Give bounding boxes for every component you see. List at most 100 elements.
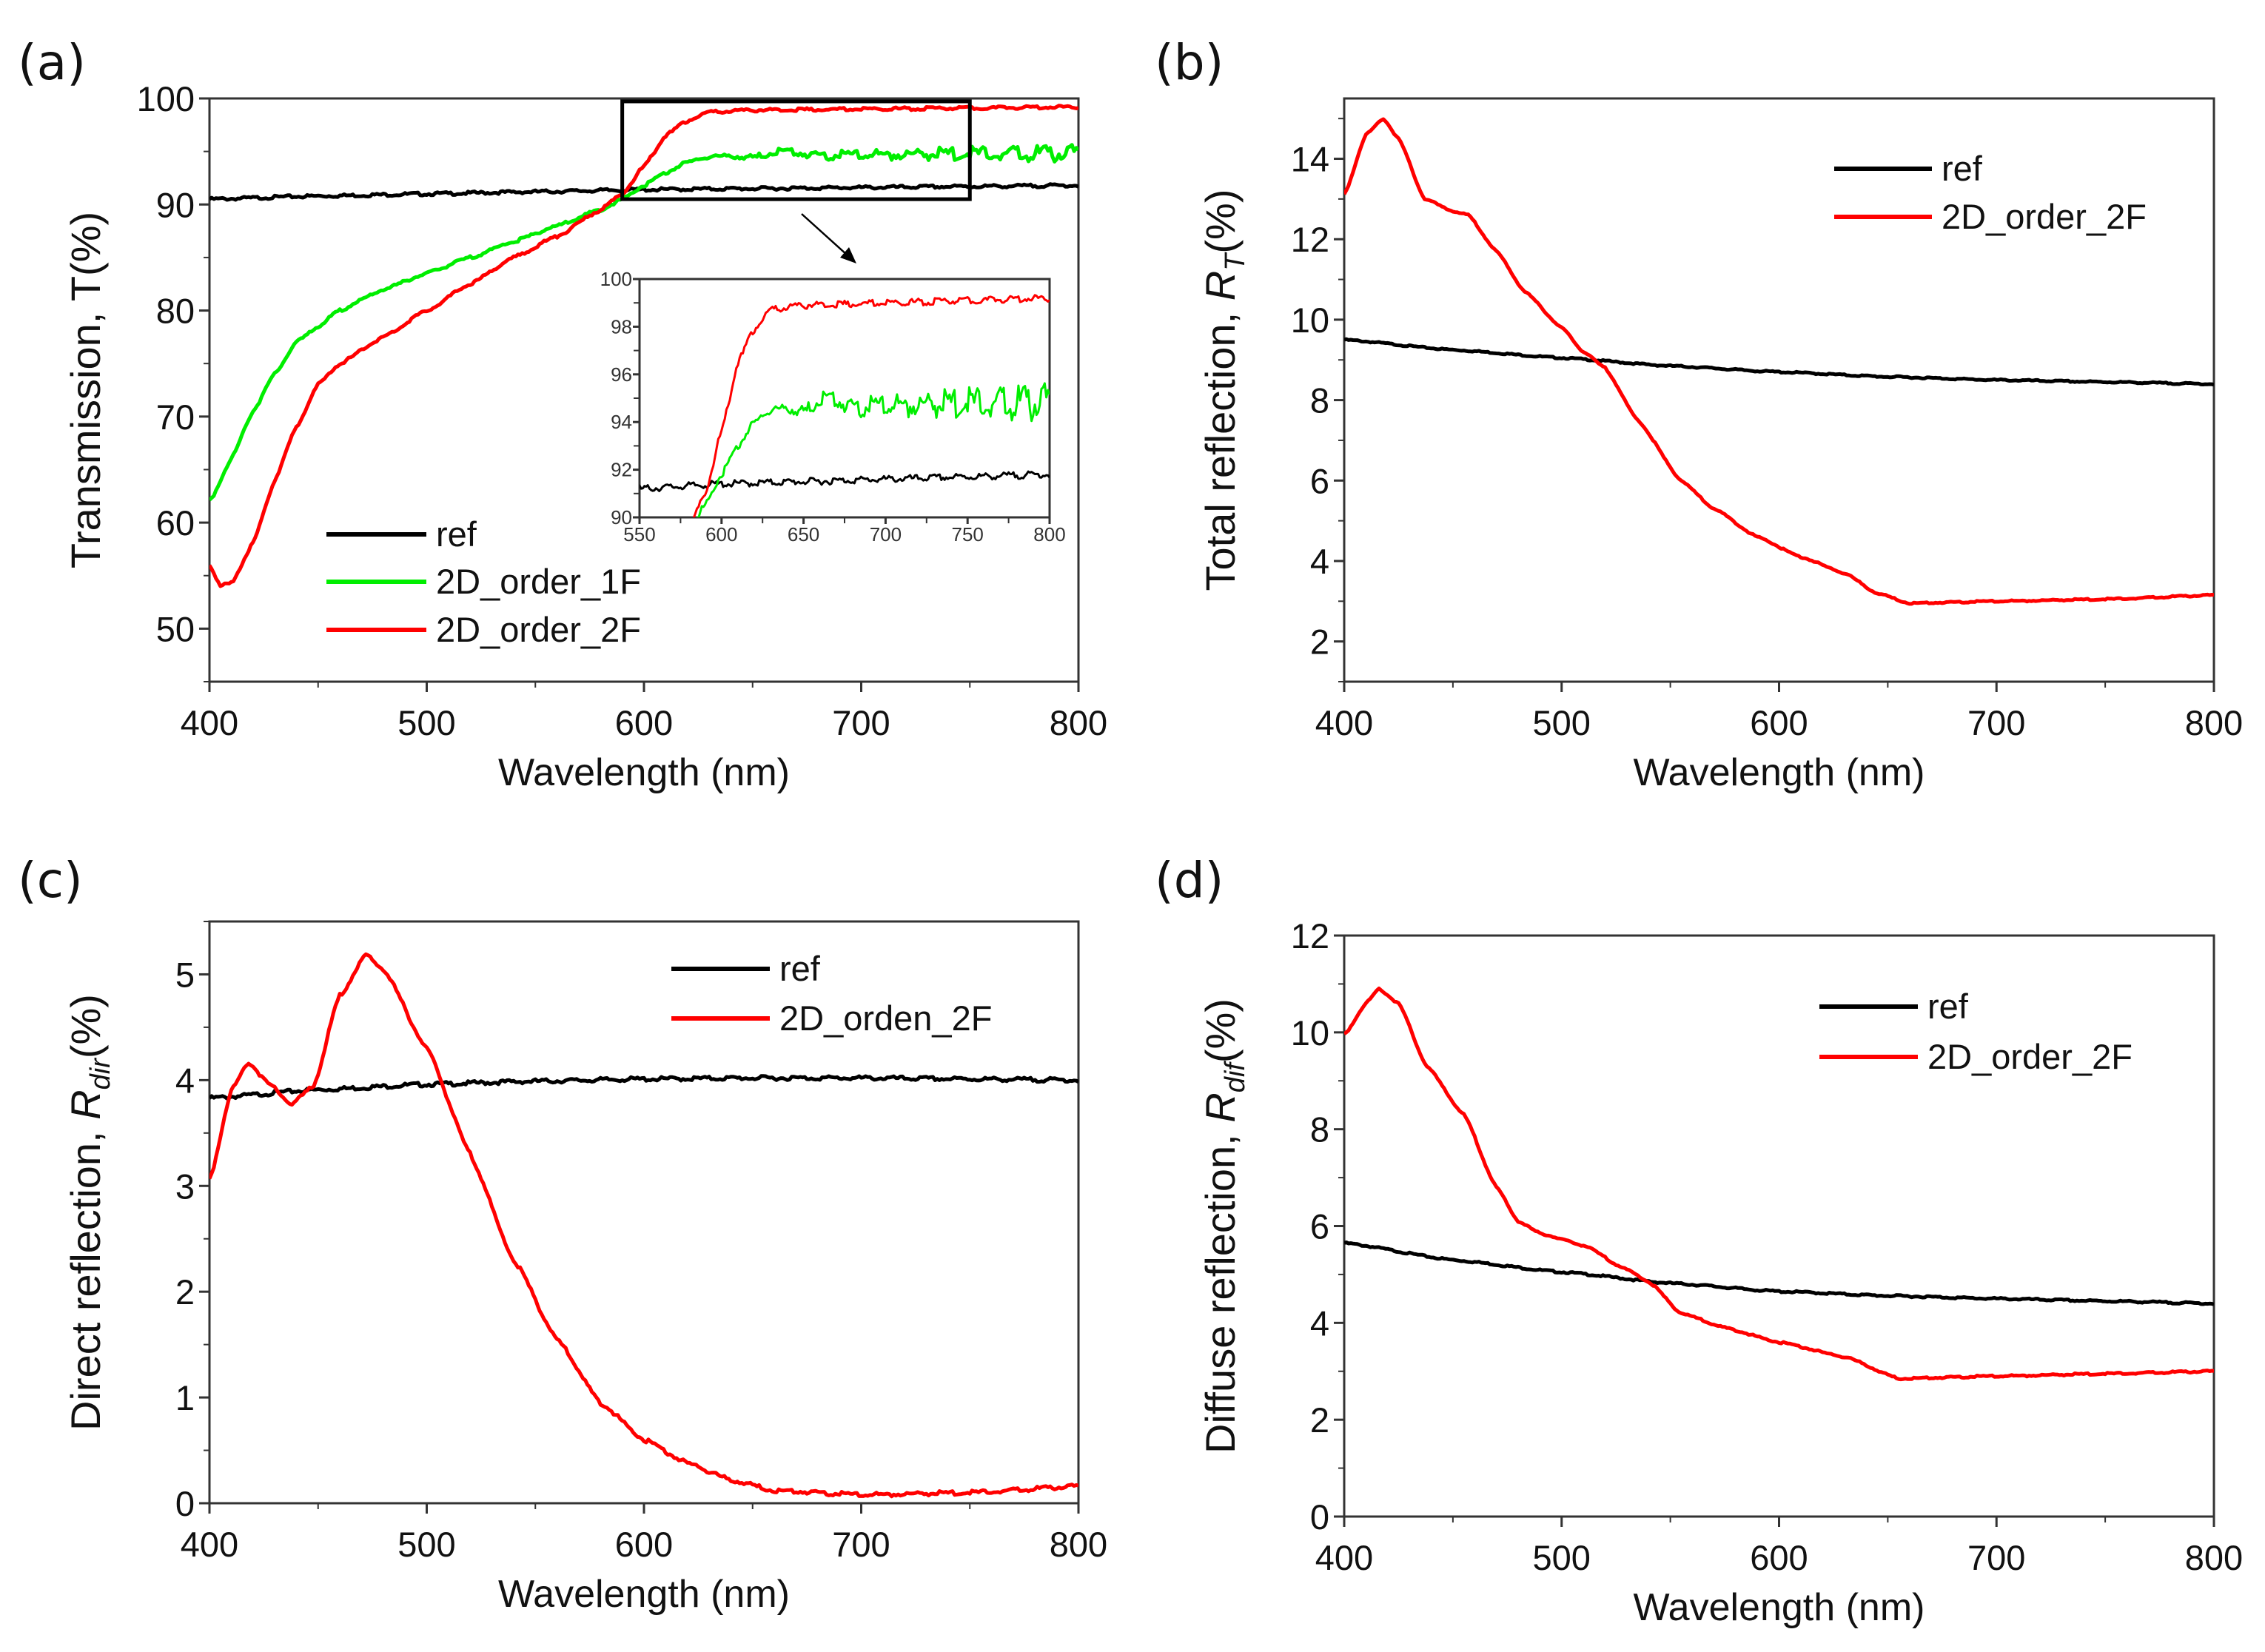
y-tick-label: 12 — [1291, 916, 1329, 956]
x-axis-title: Wavelength (nm) — [498, 751, 790, 794]
y-axis-title-text: Direct reflection, — [62, 1120, 109, 1431]
chart-panel-c: (c) 400 500 600 700 800 0 1 2 3 4 5 Wavelength (nm) D… — [18, 852, 1107, 1616]
x-tick-label: 400 — [181, 1525, 238, 1564]
panel-label: (a) — [18, 34, 86, 91]
x-tick-label: 700 — [1967, 703, 2025, 742]
series-line-ref — [1344, 337, 2214, 387]
y-tick-label: 8 — [1310, 1110, 1329, 1149]
y-axis-title-text: Transmission, T(%) — [62, 212, 109, 568]
y-axis-unit: (%) — [1197, 998, 1244, 1063]
series-line-2d-orden-2f — [209, 952, 1078, 1499]
y-tick-label: 92 — [611, 459, 632, 481]
x-tick-label: 700 — [1967, 1538, 2025, 1577]
y-axis-unit: (%) — [62, 994, 109, 1058]
inset-background — [640, 279, 1050, 517]
y-axis-subscript: T — [1220, 252, 1251, 271]
y-tick-label: 10 — [1291, 1013, 1329, 1052]
x-axis-title: Wavelength (nm) — [1634, 1586, 1925, 1629]
x-tick-label: 600 — [1750, 703, 1808, 742]
y-tick-label: 14 — [1291, 140, 1329, 179]
panel-label: (b) — [1155, 34, 1224, 91]
series-line-ref — [640, 470, 1050, 492]
arrow-head-icon — [840, 247, 856, 263]
legend-entry: ref — [436, 514, 477, 554]
legend: ref 2D_order_2F — [1819, 987, 2133, 1076]
y-axis-variable: R — [62, 1089, 109, 1119]
x-tick-label: 500 — [397, 703, 455, 742]
y-tick-label: 2 — [1310, 622, 1329, 662]
x-tick-label: 400 — [1315, 1538, 1373, 1577]
x-axis-title: Wavelength (nm) — [1634, 751, 1925, 794]
y-tick-label: 90 — [156, 185, 195, 224]
x-tick-label: 600 — [705, 523, 737, 545]
legend-entry: 2D_order_2F — [1942, 197, 2147, 236]
y-tick-label: 6 — [1310, 461, 1329, 500]
y-tick-label: 90 — [611, 506, 632, 528]
y-tick-label: 4 — [1310, 542, 1329, 581]
y-axis-title: Total reflection, RT(%) — [1197, 189, 1251, 591]
legend-entry: 2D_order_2F — [436, 610, 641, 649]
y-tick-label: 80 — [156, 292, 195, 331]
y-tick-label: 70 — [156, 397, 195, 437]
y-axis-subscript: dir — [85, 1058, 116, 1090]
panel-label: (c) — [18, 852, 83, 909]
series-line-ref — [209, 1074, 1078, 1101]
legend: ref 2D_order_1F 2D_order_2F — [326, 514, 641, 649]
y-tick-label: 4 — [175, 1061, 195, 1100]
x-tick-label: 600 — [1750, 1538, 1808, 1577]
y-axis-variable: R — [1197, 1092, 1244, 1122]
x-tick-label: 700 — [832, 703, 890, 742]
x-tick-label: 550 — [623, 523, 655, 545]
x-tick-label: 500 — [1533, 703, 1591, 742]
x-tick-label: 700 — [870, 523, 902, 545]
legend: ref 2D_orden_2F — [671, 949, 992, 1038]
legend-entry: 2D_orden_2F — [779, 998, 992, 1038]
series-line-2d-order-1f — [209, 143, 1078, 502]
x-tick-label: 600 — [615, 703, 673, 742]
plot-frame — [1343, 934, 2215, 1518]
y-tick-label: 100 — [600, 268, 632, 290]
x-tick-label: 800 — [1050, 1525, 1107, 1564]
y-tick-label: 50 — [156, 609, 195, 648]
x-tick-label: 800 — [2185, 1538, 2243, 1577]
y-tick-label: 0 — [175, 1484, 195, 1523]
y-axis-title-text: Diffuse reflection, — [1197, 1123, 1244, 1454]
y-tick-label: 1 — [175, 1378, 195, 1417]
series-line-2d-order-2f — [692, 294, 1050, 517]
y-axis-title: Direct reflection, Rdir(%) — [62, 994, 116, 1431]
series-line-ref — [1344, 1240, 2214, 1306]
series-line-2d-order-2f — [209, 104, 1078, 588]
x-tick-label: 650 — [788, 523, 819, 545]
legend-entry: ref — [779, 949, 821, 988]
y-axis-variable: R — [1197, 271, 1244, 300]
x-tick-label: 800 — [2185, 703, 2243, 742]
y-axis-title: Diffuse reflection, Rdif(%) — [1197, 998, 1251, 1454]
y-axis-title-text: Total reflection, — [1197, 300, 1244, 591]
y-tick-label: 100 — [137, 79, 195, 118]
y-axis-subscript: dif — [1220, 1061, 1251, 1093]
y-tick-label: 3 — [175, 1166, 195, 1206]
y-tick-label: 0 — [1310, 1497, 1329, 1537]
x-tick-label: 500 — [1533, 1538, 1591, 1577]
y-axis-unit: (%) — [1197, 189, 1244, 254]
y-tick-label: 96 — [611, 363, 632, 386]
panel-label: (d) — [1155, 852, 1224, 909]
legend: ref 2D_order_2F — [1834, 149, 2147, 236]
y-tick-label: 60 — [156, 503, 195, 543]
y-axis-title: Transmission, T(%) — [62, 212, 109, 568]
y-tick-label: 12 — [1291, 220, 1329, 259]
legend-entry: ref — [1942, 149, 1983, 188]
chart-panel-b: (b) 400 500 600 700 800 2 4 6 8 10 12 14 Wavelength (… — [1155, 34, 2243, 794]
series-line-ref — [209, 182, 1078, 202]
inset-chart: 550 600 650 700 750 800 90 92 94 96 98 100 — [600, 268, 1066, 545]
y-tick-label: 94 — [611, 411, 632, 433]
zoom-box — [620, 99, 972, 201]
legend-entry: 2D_order_2F — [1927, 1037, 2133, 1076]
y-tick-label: 10 — [1291, 300, 1329, 340]
y-tick-label: 2 — [1310, 1400, 1329, 1440]
chart-panel-a: (a) 400 500 600 700 800 50 60 70 80 90 100 Wavelengt… — [18, 34, 1107, 794]
x-tick-label: 800 — [1033, 523, 1065, 545]
series-line-2d-order-1f — [696, 382, 1050, 517]
y-tick-label: 6 — [1310, 1207, 1329, 1246]
